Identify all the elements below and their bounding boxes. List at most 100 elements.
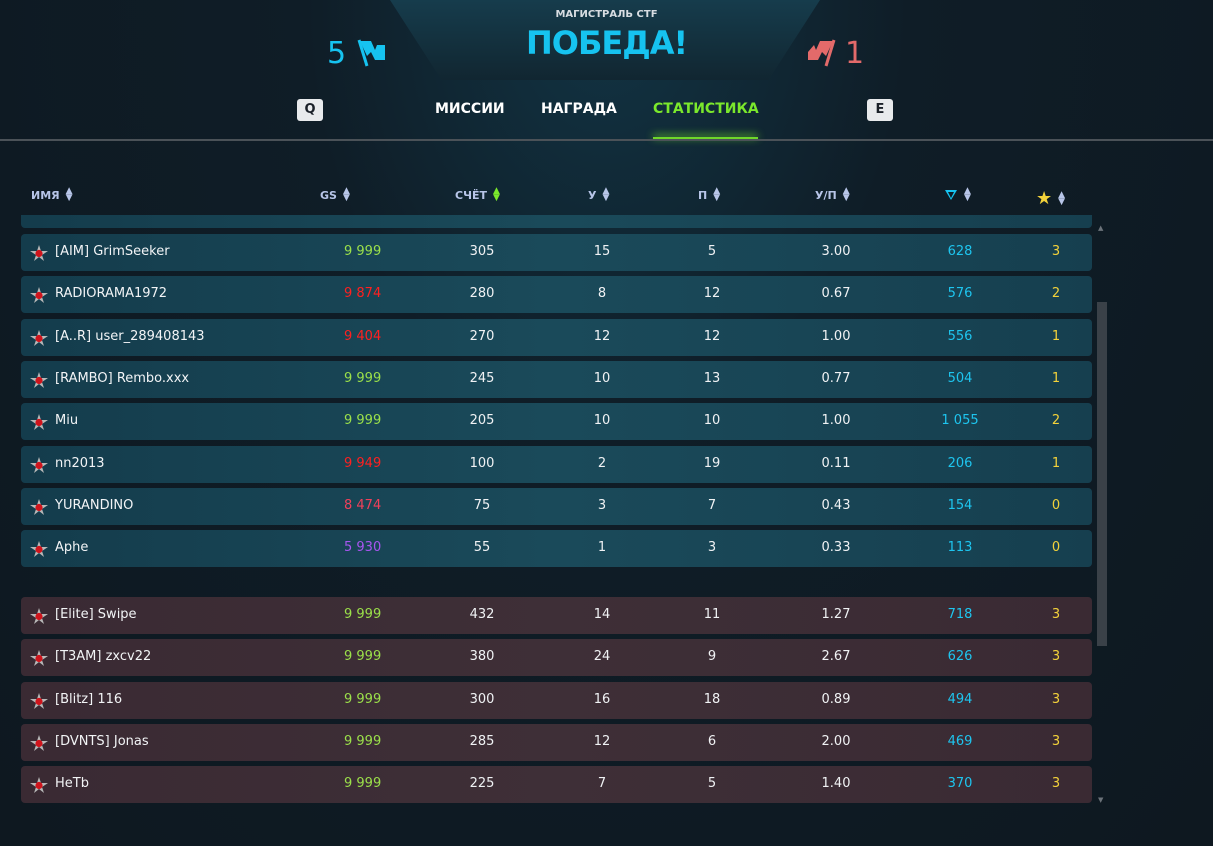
gear-score: 9 999 (344, 607, 382, 622)
kills: 10 (593, 370, 611, 386)
kd-ratio: 2.00 (821, 733, 851, 749)
player-row[interactable]: [Blitz] 116 9 999 300 16 18 0.89 494 3 (21, 681, 1092, 719)
player-row[interactable]: RADIORAMA1972 9 874 280 8 12 0.67 576 2 (21, 276, 1092, 314)
column-stars[interactable]: ★ ▲ ▼ (1036, 188, 1065, 209)
score: 225 (469, 776, 495, 792)
column-score[interactable]: СЧЁТ ▲ ▼ (455, 187, 500, 203)
kills: 12 (593, 328, 611, 344)
gear-score: 9 999 (344, 649, 382, 665)
player-name: nn2013 (55, 455, 105, 471)
player-row[interactable]: [Elite] Swipe 9 999 432 14 11 1.27 718 3 (21, 597, 1092, 634)
tab-statistics[interactable]: СТАТИСТИКА (653, 101, 759, 117)
stars: 3 (1051, 649, 1061, 665)
scrollbar[interactable] (1097, 302, 1107, 646)
column-deaths-label: П (698, 188, 708, 202)
kd-ratio: 0.43 (821, 497, 851, 513)
deaths: 12 (703, 328, 721, 344)
scroll-down-arrow[interactable]: ▼ (1098, 796, 1104, 804)
gear-score: 9 999 (344, 370, 382, 386)
deaths: 12 (703, 286, 721, 302)
tab-reward[interactable]: НАГРАДА (541, 101, 617, 117)
player-row[interactable]: [T3AM] zxcv22 9 999 380 24 9 2.67 626 3 (21, 639, 1092, 677)
rank-icon (30, 329, 48, 346)
stars: 3 (1051, 733, 1061, 749)
score: 270 (469, 328, 495, 344)
column-kills[interactable]: У ▲ ▼ (588, 186, 610, 203)
deaths: 11 (703, 607, 721, 622)
kd-ratio: 1.40 (821, 776, 851, 792)
kd-ratio: 0.67 (821, 286, 851, 302)
prev-tab-key[interactable]: Q (297, 99, 323, 121)
column-name-label: ИМЯ (31, 188, 60, 202)
stars: 3 (1051, 244, 1061, 259)
kd-ratio: 0.77 (821, 370, 851, 386)
player-name: [T3AM] zxcv22 (55, 649, 152, 665)
next-tab-key[interactable]: E (867, 99, 893, 121)
stars: 0 (1051, 540, 1061, 556)
column-kills-label: У (588, 188, 597, 202)
rank-icon (30, 734, 48, 751)
column-crystals[interactable]: ▲ ▼ (944, 187, 971, 203)
player-row[interactable]: Aphe 5 930 55 1 3 0.33 113 0 (21, 530, 1092, 568)
kills: 1 (597, 540, 607, 556)
player-name: HeTb (55, 776, 89, 792)
score: 285 (469, 733, 495, 749)
column-score-label: СЧЁТ (455, 188, 487, 202)
kills: 7 (597, 776, 607, 792)
player-name: [Elite] Swipe (55, 607, 137, 622)
column-kd[interactable]: У/П ▲ ▼ (815, 186, 850, 203)
kills: 16 (593, 691, 611, 707)
divider (0, 139, 1213, 141)
match-result: ПОБЕДА! (525, 24, 688, 62)
column-gs-label: GS (320, 188, 337, 202)
column-gs[interactable]: GS ▲ ▼ (320, 186, 350, 203)
column-deaths[interactable]: П ▲ ▼ (698, 187, 720, 203)
score: 280 (469, 286, 495, 302)
player-row[interactable]: YURANDINO 8 474 75 3 7 0.43 154 0 (21, 487, 1092, 525)
player-row[interactable]: [DVNTS] Jonas 9 999 285 12 6 2.00 469 3 (21, 723, 1092, 761)
crystals: 206 (947, 455, 973, 471)
rank-icon (30, 371, 48, 388)
gear-score: 9 404 (344, 328, 382, 344)
score: 300 (469, 691, 495, 707)
score: 55 (473, 540, 491, 556)
stars: 1 (1051, 370, 1061, 386)
red-team-score: 1 (845, 36, 865, 71)
tab-missions[interactable]: МИССИИ (435, 101, 505, 117)
gear-score: 9 874 (344, 286, 382, 302)
score: 245 (469, 370, 495, 386)
header-plate (390, 0, 820, 80)
player-row[interactable]: Miu 9 999 205 10 10 1.00 1 055 2 (21, 403, 1092, 441)
diamond-icon (945, 190, 957, 200)
stars: 1 (1051, 328, 1061, 344)
kd-ratio: 3.00 (821, 244, 851, 259)
crystals: 504 (947, 370, 973, 386)
stars: 3 (1051, 607, 1061, 622)
column-name[interactable]: ИМЯ ▲ ▼ (31, 187, 73, 203)
deaths: 7 (707, 497, 717, 513)
player-row[interactable]: HeTb 9 999 225 7 5 1.40 370 3 (21, 766, 1092, 804)
player-name: Miu (55, 413, 79, 429)
player-row[interactable]: [AIM] GrimSeeker 9 999 305 15 5 3.00 628… (21, 234, 1092, 271)
partial-row (21, 215, 1092, 228)
kills: 3 (597, 497, 607, 513)
kills: 15 (593, 244, 611, 259)
scroll-up-arrow[interactable]: ▲ (1098, 224, 1104, 232)
sort-icon: ▲ ▼ (842, 186, 850, 203)
rank-icon (30, 414, 48, 431)
player-row[interactable]: nn2013 9 949 100 2 19 0.11 206 1 (21, 445, 1092, 483)
crystals: 628 (947, 244, 973, 259)
kills: 2 (597, 455, 607, 471)
kd-ratio: 0.89 (821, 691, 851, 707)
sort-icon: ▲ ▼ (342, 186, 350, 203)
player-row[interactable]: [A..R] user_289408143 9 404 270 12 12 1.… (21, 318, 1092, 356)
active-tab-indicator (653, 137, 758, 140)
star-icon: ★ (1036, 188, 1053, 209)
player-row[interactable]: [RAMBO] Rembo.xxx 9 999 245 10 13 0.77 5… (21, 360, 1092, 398)
game-mode: МАГИСТРАЛЬ CTF (555, 9, 658, 20)
rank-icon (30, 541, 48, 558)
rank-icon (30, 650, 48, 667)
crystals: 1 055 (941, 413, 979, 429)
crystals: 113 (947, 540, 973, 556)
sort-icon: ▲ ▼ (602, 186, 610, 203)
